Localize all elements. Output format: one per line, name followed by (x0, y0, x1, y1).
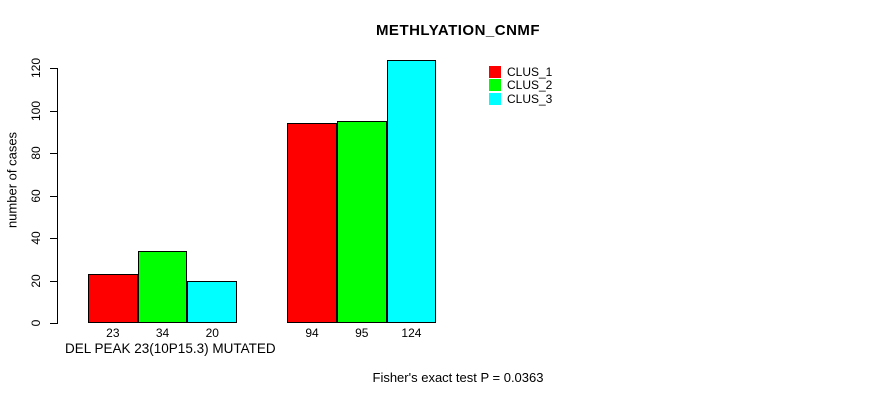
legend-swatch-icon (489, 79, 501, 92)
legend: CLUS_1 CLUS_2 CLUS_3 (489, 66, 552, 105)
bar-clus_1-group2 (287, 123, 337, 323)
y-axis-tick-label: 20 (29, 273, 43, 288)
y-axis-tick-label: 80 (29, 146, 43, 160)
bar-value-label: 94 (305, 326, 319, 340)
legend-item-clus_1: CLUS_1 (489, 66, 552, 78)
y-axis-tick (50, 323, 57, 324)
y-axis-line (57, 68, 58, 324)
y-axis-tick-label: 60 (29, 188, 43, 203)
y-axis-tick (50, 238, 57, 239)
chart-title: METHLYATION_CNMF (375, 22, 541, 39)
y-axis-tick (50, 153, 57, 154)
bar-value-label: 23 (106, 326, 120, 340)
fisher-test-note: Fisher's exact test P = 0.0363 (372, 370, 544, 385)
bar-value-label: 95 (355, 326, 369, 340)
legend-label: CLUS_1 (507, 65, 553, 79)
y-axis-tick-label: 120 (29, 57, 43, 79)
bar-clus_2-group2 (336, 121, 387, 323)
legend-label: CLUS_3 (507, 91, 553, 106)
y-axis-tick (50, 68, 57, 69)
legend-swatch-icon (489, 92, 501, 105)
bar-value-label: 124 (401, 326, 422, 340)
legend-item-clus_3: CLUS_3 (489, 91, 553, 106)
bar-value-label: 34 (155, 326, 170, 340)
y-axis-tick-label: 40 (29, 231, 43, 245)
bar-clus_3-group1 (187, 280, 238, 323)
bar-clus_2-group1 (137, 250, 188, 323)
legend-item-clus_2: CLUS_2 (489, 78, 553, 93)
y-axis-tick (50, 195, 57, 197)
bar-clus_1-group1 (88, 274, 138, 323)
y-axis-tick (50, 280, 57, 282)
legend-swatch-icon (489, 66, 501, 78)
legend-label: CLUS_2 (507, 78, 553, 93)
bar-clus_3-group2 (386, 59, 437, 323)
bar-value-label: 20 (205, 326, 219, 340)
x-axis-label: DEL PEAK 23(10P15.3) MUTATED (65, 341, 276, 356)
y-axis-tick-label: 0 (29, 319, 43, 327)
y-axis-tick-label: 100 (29, 100, 43, 121)
y-axis-tick (50, 110, 57, 112)
